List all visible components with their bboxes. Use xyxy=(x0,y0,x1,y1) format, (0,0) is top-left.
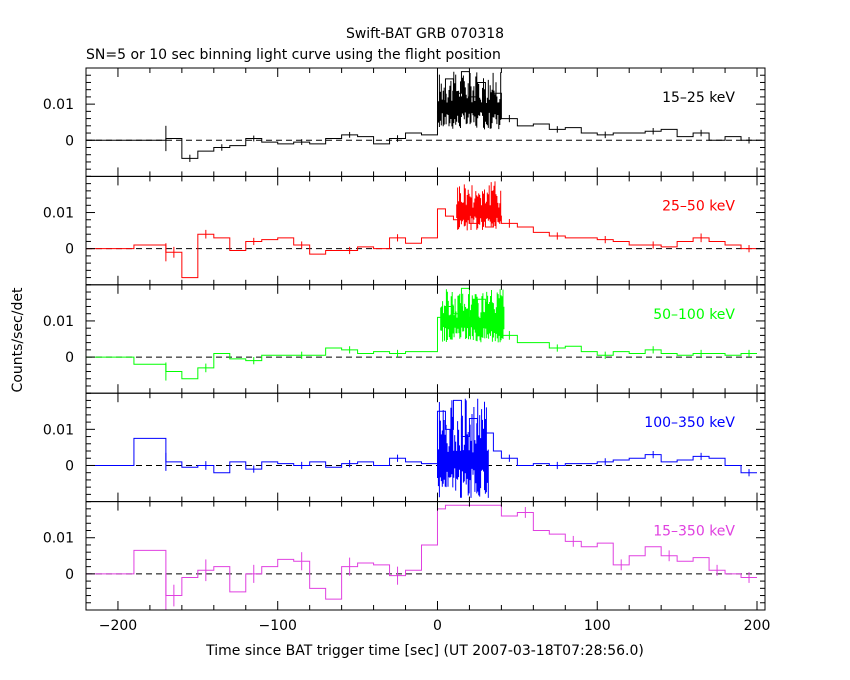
panel-frame xyxy=(85,175,766,286)
y-tick-label: 0 xyxy=(65,350,74,366)
y-tick-label: 0.01 xyxy=(43,422,74,438)
band-label: 15–25 keV xyxy=(662,90,735,106)
panel-3: 0.01 0 50–100 keV xyxy=(43,284,766,394)
series-line xyxy=(86,504,758,600)
panels-group: 0.01 0 15–25 keV 0.01 0 25–50 keV 0.01 0 50–100 … xyxy=(43,67,771,634)
series-line xyxy=(86,71,758,159)
y-tick-label: 0 xyxy=(65,458,74,474)
y-tick-label: 0.01 xyxy=(43,97,74,113)
band-label: 100–350 keV xyxy=(644,415,735,431)
burst-spikes xyxy=(456,181,502,231)
panel-2: 0.01 0 25–50 keV xyxy=(43,175,766,286)
y-tick-label: 0.01 xyxy=(43,206,74,222)
chart-title: Swift-BAT GRB 070318 xyxy=(346,26,504,42)
series-line xyxy=(86,204,758,279)
panel-4: 0.01 0 100–350 keV xyxy=(43,392,766,503)
band-label: 15–350 keV xyxy=(653,524,735,540)
band-label: 25–50 keV xyxy=(662,198,735,214)
chart-subtitle: SN=5 or 10 sec binning light curve using… xyxy=(86,47,501,63)
y-tick-label: 0 xyxy=(65,133,74,149)
series-line xyxy=(86,399,758,474)
y-tick-label: 0 xyxy=(65,242,74,258)
burst-spikes xyxy=(437,398,489,498)
panel-frame xyxy=(85,392,766,503)
x-axis-label: Time since BAT trigger time [sec] (UT 20… xyxy=(205,643,644,659)
x-tick-label: 200 xyxy=(744,618,771,634)
x-tick-label: 100 xyxy=(584,618,611,634)
panel-frame xyxy=(85,284,766,394)
y-tick-label: 0.01 xyxy=(43,314,74,330)
panel-frame xyxy=(85,67,766,177)
x-tick-label: −100 xyxy=(258,618,296,634)
series-line xyxy=(86,287,758,380)
panel-1: 0.01 0 15–25 keV xyxy=(43,67,766,177)
panel-5: 0.01 0 15–350 keV xyxy=(43,501,766,611)
burst-spikes xyxy=(437,71,502,130)
y-tick-label: 0.01 xyxy=(43,531,74,547)
y-axis-label: Counts/sec/det xyxy=(10,287,26,392)
burst-spikes xyxy=(440,289,505,343)
band-label: 50–100 keV xyxy=(653,307,735,323)
x-tick-label: −200 xyxy=(99,618,137,634)
x-tick-label: 0 xyxy=(433,618,442,634)
panel-frame xyxy=(85,501,766,611)
y-tick-label: 0 xyxy=(65,567,74,583)
